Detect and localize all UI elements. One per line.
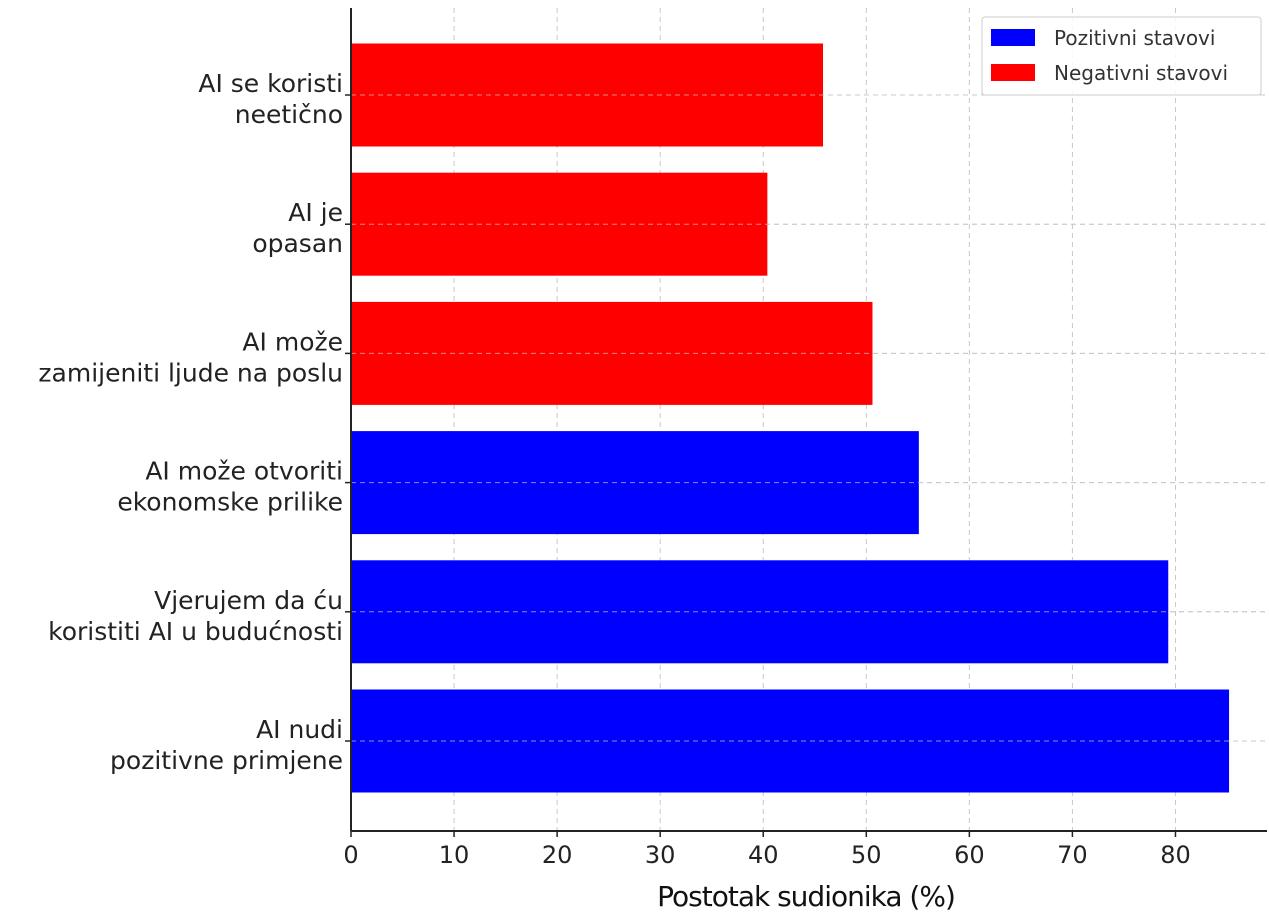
legend-label: Pozitivni stavovi — [1054, 26, 1215, 50]
category-label-line: AI može otvoriti — [145, 457, 343, 486]
category-label-line: pozitivne primjene — [110, 746, 343, 775]
legend-swatch — [991, 29, 1035, 46]
x-tick-label: 50 — [851, 841, 882, 869]
category-label-line: AI nudi — [256, 715, 343, 744]
category-label: AI može otvoriti ekonomske prilike — [117, 457, 343, 517]
x-axis-label: Postotak sudionika (%) — [657, 880, 955, 912]
bars — [351, 43, 1267, 793]
legend: Pozitivni stavovi Negativni stavovi — [981, 16, 1262, 96]
category-label: AI može zamijeniti ljude na poslu — [38, 327, 343, 387]
category-label: AI nudi pozitivne primjene — [110, 715, 343, 775]
x-tick-label: 20 — [542, 841, 573, 869]
category-label-line: ekonomske prilike — [117, 488, 343, 517]
axes — [350, 8, 1267, 832]
category-label-line: koristiti AI u budućnosti — [48, 617, 343, 646]
x-tick-label: 60 — [954, 841, 985, 869]
x-tick-label: 10 — [439, 841, 470, 869]
legend-frame — [981, 16, 1262, 96]
category-label-line: neetično — [235, 100, 343, 129]
category-label-line: AI je — [288, 198, 343, 227]
x-tick-label: 70 — [1057, 841, 1088, 869]
x-tick-label: 40 — [748, 841, 779, 869]
x-tick-label: 0 — [343, 841, 358, 869]
legend-label: Negativni stavovi — [1054, 61, 1228, 85]
category-label-line: Vjerujem da ću — [154, 586, 343, 615]
category-label-line: zamijeniti ljude na poslu — [38, 358, 343, 387]
category-labels: AI nudi pozitivne primjene Vjerujem da ću k… — [38, 69, 351, 775]
category-label-line: AI se koristi — [198, 69, 343, 98]
category-label: AI se koristi neetično — [198, 69, 343, 129]
x-tick-label: 30 — [645, 841, 676, 869]
bar — [351, 689, 1230, 793]
legend-items: Pozitivni stavovi Negativni stavovi — [991, 26, 1228, 85]
category-label: AI je opasan — [252, 198, 343, 258]
x-ticks: 0 10 20 30 40 50 60 70 80 — [343, 831, 1191, 869]
legend-swatch — [991, 64, 1035, 81]
category-label-line: AI može — [242, 327, 343, 356]
category-label-line: opasan — [252, 229, 343, 258]
x-tick-label: 80 — [1160, 841, 1191, 869]
category-label: Vjerujem da ću koristiti AI u budućnosti — [48, 586, 343, 646]
